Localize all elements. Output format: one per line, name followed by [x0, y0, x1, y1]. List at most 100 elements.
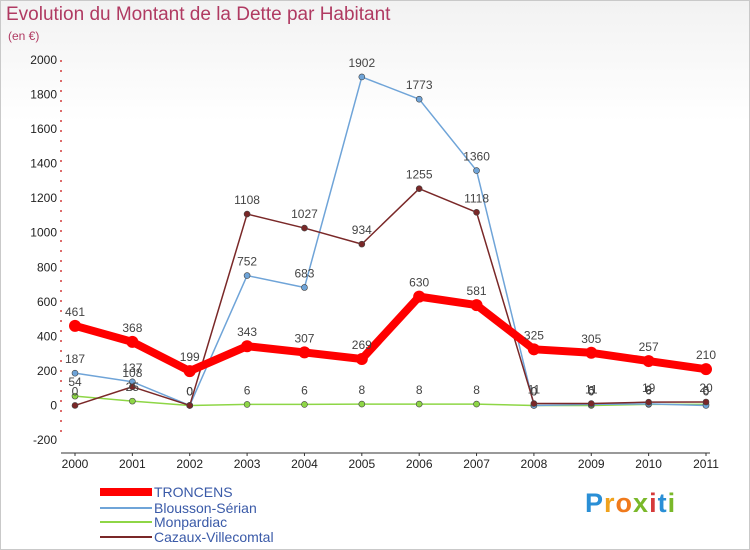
data-point — [702, 398, 710, 406]
data-label: 8 — [358, 383, 365, 397]
axes: -200020040060080010001200140016001800200… — [30, 53, 719, 471]
data-point — [71, 392, 79, 400]
data-point — [358, 240, 366, 248]
x-tick-label: 2004 — [291, 457, 318, 471]
data-label: 307 — [294, 331, 314, 345]
data-label: 630 — [409, 276, 429, 290]
data-point — [358, 400, 366, 408]
data-label: 368 — [122, 321, 142, 335]
data-point — [642, 355, 655, 368]
logo-letter: x — [633, 488, 650, 518]
data-label: 1255 — [406, 168, 433, 182]
y-tick-label: 1000 — [30, 226, 57, 240]
data-label: 1902 — [348, 56, 375, 70]
chart-title: Evolution du Montant de la Dette par Hab… — [6, 4, 391, 25]
data-label: 0 — [703, 384, 710, 398]
data-label: 0 — [72, 384, 79, 398]
y-tick-label: 1600 — [30, 122, 57, 136]
y-tick-label: 0 — [50, 398, 57, 412]
data-label: 108 — [122, 366, 142, 380]
data-point — [71, 369, 79, 377]
data-label: 6 — [703, 383, 710, 397]
data-label: 19 — [642, 381, 656, 395]
data-label: 0 — [186, 384, 193, 398]
legend-swatch — [100, 507, 152, 509]
x-tick-label: 2002 — [176, 457, 203, 471]
data-label: 11 — [528, 383, 541, 397]
data-label: 305 — [581, 332, 601, 346]
logo-letter: P — [585, 488, 605, 518]
legend-label: Monpardiac — [154, 514, 228, 530]
y-tick-label: 200 — [37, 364, 57, 378]
legend-item-monpardiac: Monpardiac — [100, 514, 227, 530]
x-tick-label: 2001 — [119, 457, 146, 471]
data-point — [413, 290, 426, 303]
legend-item-cazaux-villecomtal: Cazaux-Villecomtal — [100, 529, 274, 545]
series-line-cazaux-villecomtal — [74, 187, 707, 407]
legend-label: Cazaux-Villecomtal — [154, 529, 274, 545]
data-point — [129, 383, 136, 391]
x-tick-label: 2006 — [406, 457, 433, 471]
series-line-blousson-s-rian — [74, 76, 707, 407]
data-label: 25 — [126, 380, 140, 394]
legend-swatch — [100, 536, 152, 538]
data-label: 1360 — [463, 150, 490, 164]
data-point — [473, 400, 480, 408]
data-point — [298, 346, 311, 359]
data-point — [415, 400, 423, 408]
data-point — [645, 398, 652, 406]
data-label: 0 — [186, 384, 193, 398]
data-label: 343 — [237, 325, 257, 339]
logo-letter: i — [649, 488, 658, 518]
logo-letter: r — [604, 488, 616, 518]
legend-item-troncens: TRONCENS — [100, 484, 233, 500]
data-point — [355, 352, 368, 365]
data-label: 1108 — [234, 193, 260, 207]
data-point — [243, 401, 251, 408]
data-point — [126, 335, 139, 348]
data-point — [415, 95, 423, 103]
data-label: 8 — [416, 383, 423, 397]
data-point — [530, 400, 538, 407]
data-label: 0 — [186, 384, 193, 398]
x-tick-label: 2011 — [693, 457, 719, 471]
data-label: 9 — [645, 383, 652, 397]
legend-label: TRONCENS — [154, 484, 233, 500]
data-label: 0 — [588, 384, 595, 398]
data-point — [473, 167, 480, 174]
series-line-troncens — [73, 292, 707, 376]
data-point — [243, 210, 251, 218]
data-point — [470, 299, 483, 312]
data-point — [587, 400, 595, 407]
legend-item-blousson-serian: Blousson-Sérian — [100, 500, 257, 516]
data-label: 210 — [696, 348, 716, 362]
x-tick-label: 2008 — [521, 457, 548, 471]
data-point — [527, 343, 540, 356]
data-label: 325 — [524, 328, 544, 342]
legend-label: Blousson-Sérian — [154, 500, 257, 516]
chart-subtitle: (en €) — [8, 29, 40, 43]
y-tick-label: 1400 — [30, 157, 57, 171]
data-label: 54 — [68, 375, 82, 389]
x-tick-label: 2005 — [348, 457, 375, 471]
data-label: 6 — [588, 383, 595, 397]
data-point — [243, 272, 251, 279]
data-point — [700, 363, 712, 376]
logo-letter: i — [667, 488, 677, 518]
y-tick-label: -200 — [33, 433, 57, 447]
x-tick-label: 2003 — [234, 457, 261, 471]
data-label: 0 — [531, 384, 538, 398]
data-point — [241, 340, 254, 353]
series-line-monpardiac — [74, 395, 706, 407]
data-label: 461 — [65, 305, 85, 319]
data-point — [415, 185, 423, 192]
y-tick-label: 2000 — [30, 53, 57, 67]
data-label: 187 — [65, 352, 85, 366]
data-point — [473, 209, 480, 216]
data-label: 269 — [352, 338, 372, 352]
data-label: 20 — [699, 381, 713, 395]
data-label: 137 — [122, 361, 142, 375]
data-label: 257 — [639, 340, 659, 354]
data-point — [358, 73, 366, 81]
